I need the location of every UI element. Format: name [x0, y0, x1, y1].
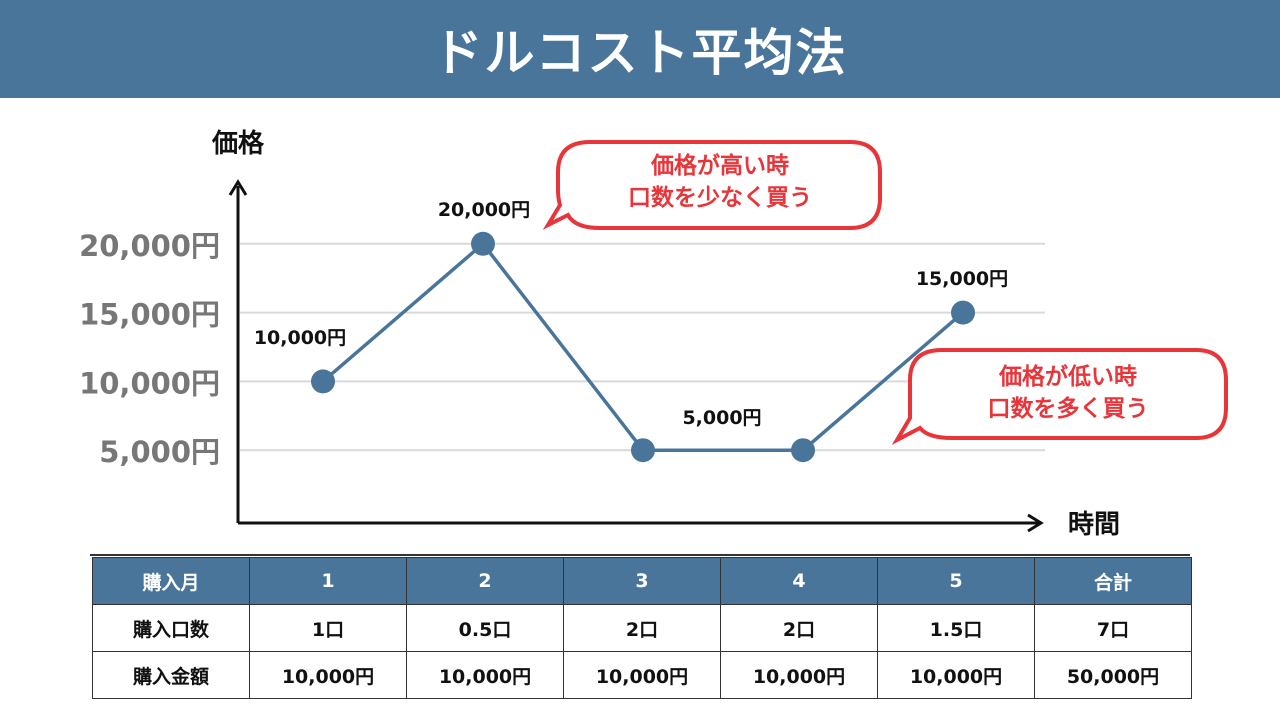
table-row: 購入口数 1口 0.5口 2口 2口 1.5口 7口: [92, 604, 1192, 652]
y-axis-label: 価格: [211, 128, 265, 159]
table-cell: 2口: [720, 604, 878, 652]
x-axis-label: 時間: [1068, 510, 1120, 540]
y-tick-labels: 5,000円 10,000円 15,000円 20,000円: [79, 229, 220, 469]
data-point: [471, 231, 495, 256]
price-line-chart: 価格 時間 5,000円 10,000円 15,000円 20,000円 10,000…: [79, 128, 1228, 540]
axes: 価格 時間: [211, 128, 1120, 540]
callout-low-line2: 口数を多く買う: [988, 395, 1149, 422]
x-axis-arrow: [1027, 513, 1044, 533]
y-tick-label: 10,000円: [79, 366, 220, 400]
table-cell: 10,000円: [406, 651, 564, 699]
data-point: [951, 300, 975, 325]
table-cell: 50,000円: [1034, 651, 1192, 699]
purchase-table: 購入月 1 2 3 4 5 合計 購入口数 1口 0.5口 2口 2口 1.5口…: [92, 557, 1192, 699]
table-cell: 2口: [563, 604, 721, 652]
table-cell: 10,000円: [877, 651, 1035, 699]
callout-high-line2: 口数を少なく買う: [628, 185, 812, 211]
table-cell: 10,000円: [249, 651, 407, 699]
annotation-low-price: 価格が低い時 口数を多く買う: [891, 348, 1228, 446]
data-label: 5,000円: [682, 407, 761, 429]
table-cell: 1.5口: [877, 604, 1035, 652]
table-cell: 1口: [249, 604, 407, 652]
annotation-high-price: 価格が高い時 口数を少なく買う: [542, 140, 882, 230]
y-tick-label: 20,000円: [79, 229, 220, 263]
callout-low-line1: 価格が低い時: [998, 363, 1137, 390]
row-header-units: 購入口数: [92, 604, 250, 652]
price-series: [311, 231, 975, 463]
header-cell: 合計: [1034, 557, 1192, 605]
header-cell: 3: [563, 557, 721, 605]
table-header-row: 購入月 1 2 3 4 5 合計: [92, 557, 1192, 605]
data-label: 20,000円: [438, 199, 530, 221]
page-title: ドルコスト平均法: [0, 0, 1280, 98]
header-cell: 4: [720, 557, 878, 605]
row-header-amount: 購入金額: [92, 651, 250, 699]
table-top-rule: [90, 554, 1190, 556]
table-row: 購入金額 10,000円 10,000円 10,000円 10,000円 10,…: [92, 651, 1192, 699]
data-label: 10,000円: [254, 327, 346, 349]
data-point: [311, 369, 335, 394]
data-label: 15,000円: [916, 268, 1008, 290]
table-cell: 10,000円: [563, 651, 721, 699]
table-cell: 7口: [1034, 604, 1192, 652]
price-line: [321, 241, 965, 452]
data-labels: 10,000円 20,000円 5,000円 15,000円: [254, 199, 1008, 429]
header-cell: 1: [249, 557, 407, 605]
callout-bubble-low: [891, 348, 1228, 446]
header-cell: 2: [406, 557, 564, 605]
y-axis-arrow: [228, 179, 248, 196]
callout-high-line1: 価格が高い時: [650, 152, 789, 179]
table-cell: 0.5口: [406, 604, 564, 652]
callout-bubble-high: [542, 140, 882, 230]
header-cell: 購入月: [92, 557, 250, 605]
y-tick-label: 5,000円: [99, 435, 220, 469]
y-tick-label: 15,000円: [79, 298, 220, 332]
header-cell: 5: [877, 557, 1035, 605]
data-point: [791, 438, 815, 463]
data-point: [631, 438, 655, 463]
table-cell: 10,000円: [720, 651, 878, 699]
